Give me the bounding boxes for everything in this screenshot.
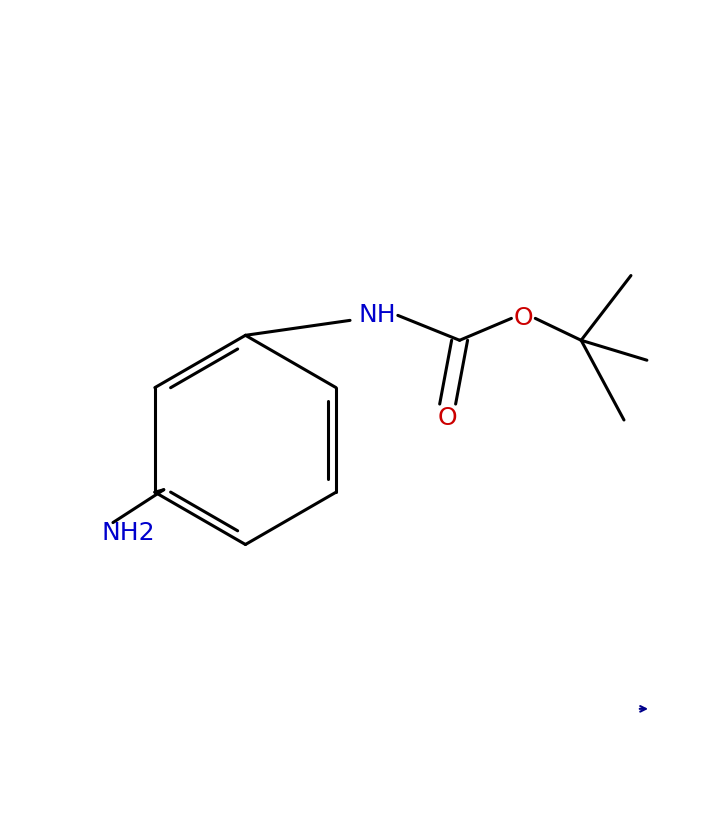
Text: NH2: NH2 bbox=[101, 520, 154, 544]
Text: O: O bbox=[513, 306, 533, 330]
Text: O: O bbox=[438, 406, 457, 430]
Text: NH: NH bbox=[358, 304, 396, 327]
